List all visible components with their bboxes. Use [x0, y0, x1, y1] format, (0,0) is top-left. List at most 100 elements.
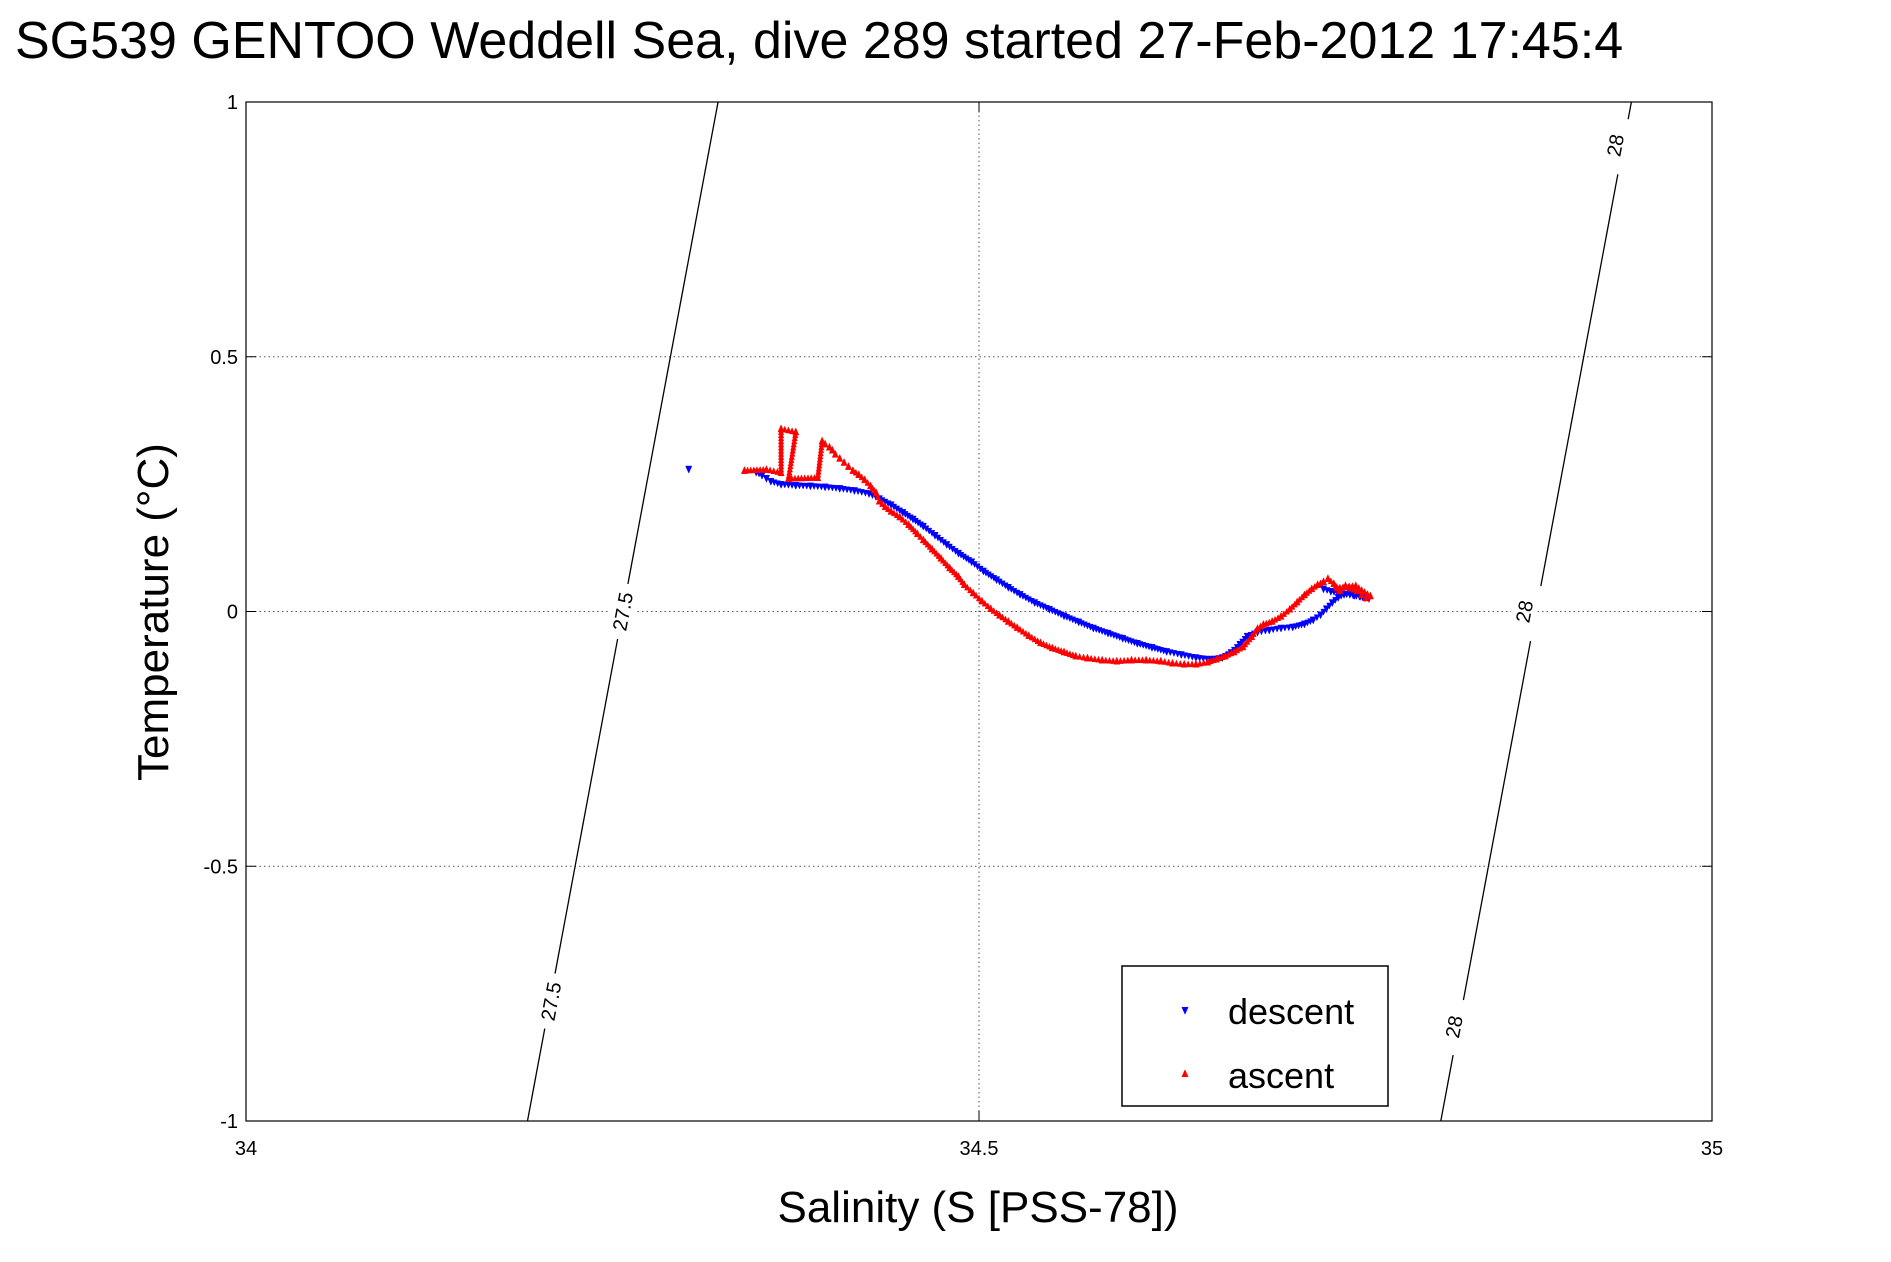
- data-point-descent: [909, 515, 917, 524]
- y-tick-label: -1: [220, 1111, 238, 1133]
- data-point-ascent: [821, 439, 829, 448]
- data-point-ascent: [1286, 604, 1294, 613]
- data-point-descent: [1177, 651, 1185, 660]
- data-point-ascent-fill: [967, 586, 974, 594]
- data-point-ascent: [978, 596, 986, 605]
- legend-marker-descent-glyph: [1181, 1006, 1189, 1015]
- data-point-ascent: [875, 496, 883, 505]
- x-tick-label: 34: [235, 1138, 257, 1160]
- data-point-descent: [685, 465, 693, 474]
- legend: descent ascent: [1121, 965, 1389, 1107]
- data-point-descent-fill: [1274, 625, 1281, 633]
- data-point-ascent: [840, 457, 848, 466]
- data-point-ascent: [1221, 651, 1229, 660]
- data-point-ascent: [1314, 580, 1322, 589]
- data-point-descent: [806, 482, 814, 491]
- data-point-ascent: [1353, 586, 1361, 595]
- contour-label-bg: [533, 971, 569, 1032]
- y-tick-label: 0: [227, 602, 238, 624]
- data-point-ascent: [1142, 655, 1150, 664]
- data-point-descent: [1300, 620, 1308, 629]
- legend-marker-ascent: [1181, 1069, 1189, 1078]
- data-point-ascent-fill: [1106, 656, 1113, 664]
- y-axis-title: Temperature (°C): [129, 443, 178, 781]
- data-point-ascent: [784, 474, 792, 483]
- data-point-descent: [979, 567, 987, 576]
- data-point-ascent: [1324, 574, 1332, 582]
- series-ascent: [740, 424, 1374, 668]
- data-point-descent: [954, 549, 963, 558]
- data-point-ascent: [937, 553, 945, 562]
- data-point-descent: [931, 532, 939, 540]
- data-point-ascent: [1277, 611, 1285, 620]
- data-point-ascent: [1113, 656, 1121, 665]
- x-axis-title: Salinity (S [PSS-78]): [777, 1183, 1178, 1232]
- data-point-descent: [767, 478, 775, 486]
- data-point-descent: [1045, 605, 1053, 614]
- data-point-descent: [1163, 648, 1171, 657]
- chart-title: SG539 GENTOO Weddell Sea, dive 289 start…: [15, 12, 1623, 70]
- data-point-descent: [993, 576, 1001, 585]
- data-point-ascent: [777, 424, 785, 433]
- legend-box: [1121, 965, 1389, 1107]
- contour-label: 28: [1442, 1014, 1468, 1040]
- data-point-ascent: [928, 544, 936, 553]
- data-point-ascent: [1127, 655, 1136, 664]
- data-point-ascent: [1083, 653, 1092, 662]
- data-point-ascent: [1366, 591, 1374, 600]
- data-point-ascent: [1259, 619, 1267, 628]
- data-point-ascent: [1048, 643, 1056, 652]
- data-point-descent: [1309, 616, 1317, 625]
- data-point-descent: [850, 487, 858, 496]
- data-point-ascent: [1060, 647, 1068, 656]
- data-point-ascent: [844, 461, 853, 470]
- data-point-descent: [1119, 634, 1127, 643]
- data-point-ascent: [1248, 632, 1256, 641]
- contour-label-bg: [1436, 996, 1472, 1057]
- data-point-ascent: [825, 442, 834, 451]
- data-point-ascent: [1330, 579, 1338, 588]
- data-point-descent: [1004, 583, 1012, 592]
- data-point-ascent-fill: [785, 426, 792, 434]
- legend-marker-ascent-glyph: [1181, 1069, 1189, 1078]
- legend-label-descent: descent: [1228, 991, 1354, 1032]
- data-point-descent: [1104, 629, 1112, 638]
- data-point-ascent: [905, 520, 913, 528]
- data-point-ascent-fill: [1165, 658, 1172, 666]
- data-point-ascent-fill: [1177, 659, 1184, 667]
- data-point-descent: [1192, 654, 1200, 663]
- data-point-ascent-fill: [902, 518, 909, 525]
- data-point-ascent: [960, 580, 968, 589]
- data-point-descent: [1317, 611, 1325, 620]
- data-point-descent: [1031, 599, 1039, 608]
- data-point-ascent: [1168, 658, 1177, 667]
- data-point-ascent: [1157, 656, 1165, 665]
- data-point-ascent-fill: [770, 467, 777, 475]
- data-point-ascent: [849, 466, 857, 474]
- data-point-ascent: [1362, 593, 1370, 602]
- data-point-descent: [1075, 618, 1083, 627]
- data-point-descent: [1334, 594, 1342, 603]
- data-point-descent: [1089, 624, 1097, 633]
- data-point-ascent: [1239, 642, 1247, 651]
- data-point-ascent-fill: [1135, 656, 1142, 664]
- data-point-ascent: [995, 610, 1004, 619]
- data-point-descent: [1265, 626, 1273, 635]
- data-point-ascent: [1013, 622, 1021, 631]
- data-point-descent: [792, 482, 800, 490]
- data-point-ascent: [1212, 654, 1221, 663]
- data-point-ascent: [836, 453, 844, 462]
- y-tick-label: 1: [227, 92, 238, 114]
- data-point-ascent: [954, 572, 963, 580]
- data-point-ascent: [881, 502, 889, 511]
- data-point-descent: [943, 541, 951, 550]
- data-point-ascent: [896, 512, 904, 521]
- data-point-descent: [821, 483, 829, 492]
- data-point-ascent: [1004, 616, 1012, 625]
- data-point-descent: [1060, 612, 1068, 621]
- data-point-descent: [1322, 605, 1330, 614]
- data-point-ascent-fill: [984, 602, 991, 610]
